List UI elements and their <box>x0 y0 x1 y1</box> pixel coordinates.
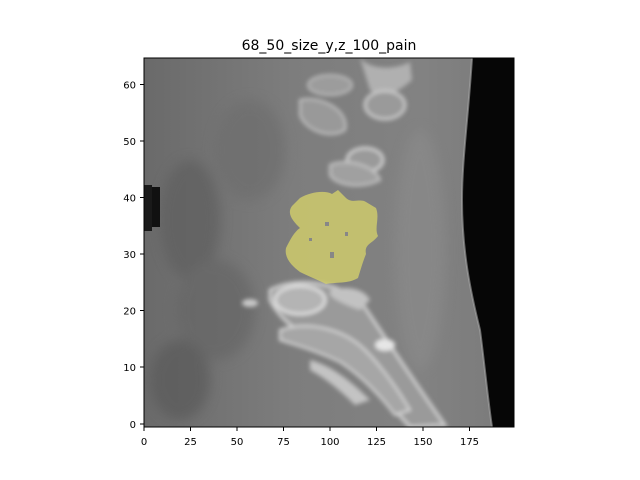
y-tick-label: 60 <box>123 81 136 92</box>
y-tick-label: 0 <box>130 420 136 431</box>
x-tick-label: 0 <box>141 437 147 448</box>
x-tick-label: 100 <box>320 437 339 448</box>
x-tick-label: 150 <box>413 437 432 448</box>
y-tick-label: 20 <box>123 307 136 318</box>
y-tick-label: 10 <box>123 363 136 374</box>
y-tick-label: 30 <box>123 250 136 261</box>
plot-title: 68_50_size_y,z_100_pain <box>242 38 417 54</box>
y-tick-label: 50 <box>123 137 136 148</box>
x-tick-label: 125 <box>367 437 386 448</box>
ct-sagittal-image <box>144 58 514 427</box>
plot-frame <box>143 57 515 428</box>
x-axis: 0 25 50 75 100 125 150 175 <box>141 427 479 448</box>
x-tick-label: 75 <box>277 437 290 448</box>
x-tick-label: 25 <box>184 437 197 448</box>
x-tick-label: 50 <box>231 437 244 448</box>
y-tick-label: 40 <box>123 194 136 205</box>
segmentation-overlay <box>285 190 378 284</box>
x-tick-label: 175 <box>460 437 479 448</box>
y-axis: 0 10 20 30 40 50 60 <box>123 81 144 431</box>
